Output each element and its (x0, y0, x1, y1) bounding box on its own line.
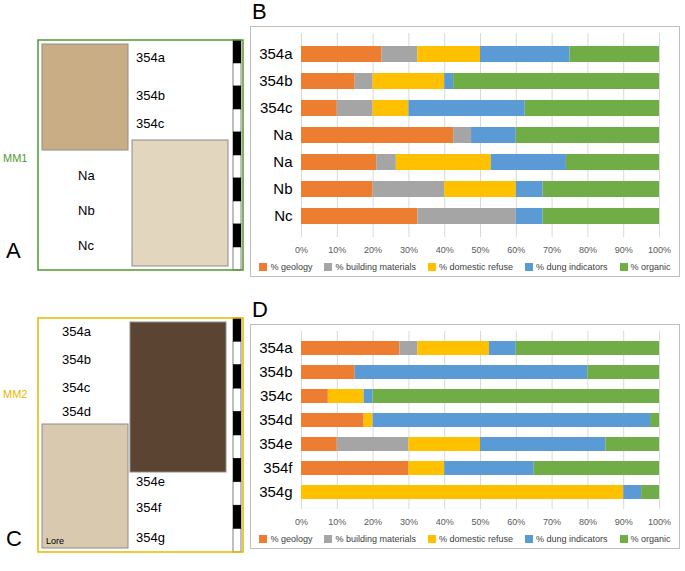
svg-text:100%: 100% (648, 245, 671, 255)
svg-text:354c: 354c (260, 99, 293, 116)
html-text:% geology: % geology (270, 262, 313, 272)
svg-text:354d: 354d (259, 411, 292, 428)
svg-text:70%: 70% (543, 517, 561, 527)
html-text:% geology: % geology (270, 534, 313, 544)
html-text:% domestic refuse: % domestic refuse (439, 262, 513, 272)
svg-text:30%: 30% (400, 245, 418, 255)
svg-text:Na: Na (273, 126, 293, 143)
svg-text:90%: 90% (615, 517, 633, 527)
svg-text:354f: 354f (136, 500, 162, 515)
svg-text:80%: 80% (579, 245, 597, 255)
svg-text:80%: 80% (579, 517, 597, 527)
svg-text:60%: 60% (507, 517, 525, 527)
html-text:% dung indicators: % dung indicators (536, 534, 608, 544)
html-text:% building materials: % building materials (335, 262, 416, 272)
svg-text:Nb: Nb (78, 203, 95, 218)
html-text:B: B (252, 0, 267, 24)
svg-text:354f: 354f (263, 459, 293, 476)
svg-text:354g: 354g (259, 483, 292, 500)
svg-text:50%: 50% (471, 517, 489, 527)
svg-text:354d: 354d (62, 404, 91, 419)
svg-text:10%: 10% (328, 517, 346, 527)
svg-text:Nb: Nb (273, 180, 292, 197)
svg-text:354a: 354a (62, 324, 92, 339)
svg-text:354a: 354a (136, 50, 166, 65)
svg-text:354a: 354a (259, 45, 293, 62)
svg-text:30%: 30% (400, 517, 418, 527)
svg-text:20%: 20% (364, 517, 382, 527)
svg-text:C: C (6, 526, 22, 551)
svg-text:100%: 100% (648, 517, 671, 527)
svg-text:20%: 20% (364, 245, 382, 255)
svg-text:Nc: Nc (274, 207, 293, 224)
html-text:% domestic refuse: % domestic refuse (439, 534, 513, 544)
svg-text:60%: 60% (507, 245, 525, 255)
svg-text:354c: 354c (136, 116, 165, 131)
svg-text:10%: 10% (328, 245, 346, 255)
svg-text:354b: 354b (259, 72, 292, 89)
html-text:% organic: % organic (630, 262, 671, 272)
svg-text:354g: 354g (136, 530, 165, 545)
html-text:% dung indicators: % dung indicators (536, 262, 608, 272)
svg-text:354c: 354c (62, 380, 91, 395)
svg-text:MM2: MM2 (3, 388, 27, 400)
svg-text:Na: Na (78, 168, 95, 183)
svg-text:354a: 354a (259, 339, 293, 356)
svg-text:354e: 354e (136, 474, 165, 489)
svg-text:0%: 0% (295, 517, 308, 527)
svg-text:A: A (6, 238, 21, 263)
svg-text:354c: 354c (260, 387, 293, 404)
svg-text:Na: Na (273, 153, 293, 170)
svg-text:70%: 70% (543, 245, 561, 255)
svg-text:354b: 354b (62, 352, 91, 367)
svg-text:354e: 354e (259, 435, 292, 452)
svg-text:MM1: MM1 (3, 152, 27, 164)
html-text:D: D (252, 297, 268, 322)
svg-text:40%: 40% (436, 517, 454, 527)
svg-text:Nc: Nc (78, 238, 94, 253)
svg-text:0%: 0% (295, 245, 308, 255)
html-text:% building materials: % building materials (335, 534, 416, 544)
html-text:% organic: % organic (630, 534, 671, 544)
svg-text:354b: 354b (259, 363, 292, 380)
svg-text:354b: 354b (136, 88, 165, 103)
svg-text:40%: 40% (436, 245, 454, 255)
svg-text:90%: 90% (615, 245, 633, 255)
svg-text:Lore: Lore (46, 536, 64, 546)
svg-text:50%: 50% (471, 245, 489, 255)
